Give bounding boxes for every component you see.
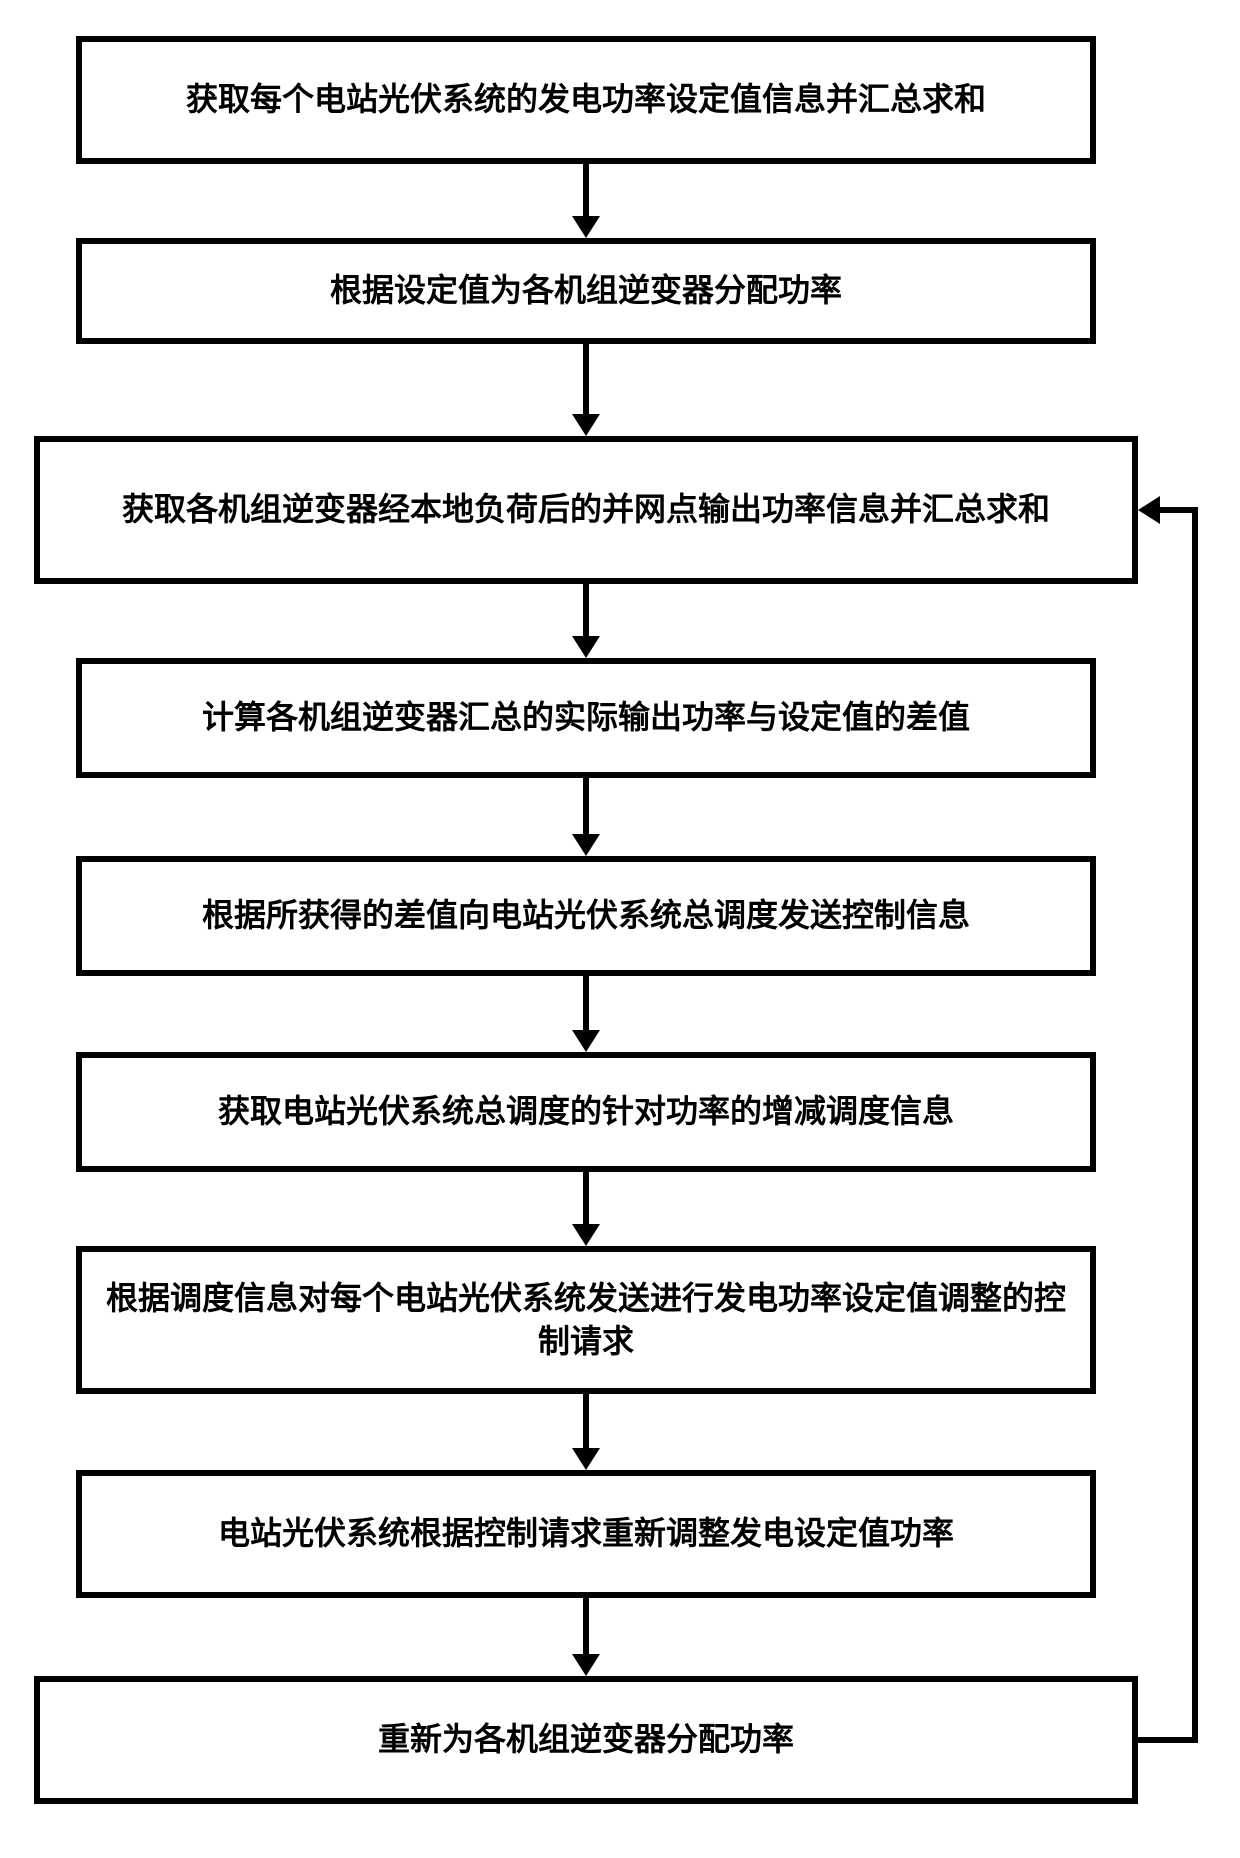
flow-node-n1: 获取每个电站光伏系统的发电功率设定值信息并汇总求和 <box>76 36 1096 164</box>
flow-node-n3: 获取各机组逆变器经本地负荷后的并网点输出功率信息并汇总求和 <box>34 436 1138 584</box>
flow-node-n2: 根据设定值为各机组逆变器分配功率 <box>76 238 1096 344</box>
feedback-head <box>1138 496 1160 524</box>
flow-node-label: 计算各机组逆变器汇总的实际输出功率与设定值的差值 <box>202 696 970 739</box>
flowchart-canvas: 获取每个电站光伏系统的发电功率设定值信息并汇总求和根据设定值为各机组逆变器分配功… <box>0 0 1240 1858</box>
arrow-line-n7-n8 <box>583 1394 589 1450</box>
flow-node-label: 根据所获得的差值向电站光伏系统总调度发送控制信息 <box>202 894 970 937</box>
arrow-line-n3-n4 <box>583 584 589 638</box>
arrow-head-n4-n5 <box>572 834 600 856</box>
arrow-head-n5-n6 <box>572 1030 600 1052</box>
arrow-line-n6-n7 <box>583 1172 589 1226</box>
arrow-head-n7-n8 <box>572 1448 600 1470</box>
flow-node-label: 获取电站光伏系统总调度的针对功率的增减调度信息 <box>218 1090 954 1133</box>
arrow-line-n2-n3 <box>583 344 589 416</box>
flow-node-label: 获取每个电站光伏系统的发电功率设定值信息并汇总求和 <box>186 78 986 121</box>
feedback-h1 <box>1138 1737 1198 1743</box>
arrow-head-n6-n7 <box>572 1224 600 1246</box>
flow-node-label: 获取各机组逆变器经本地负荷后的并网点输出功率信息并汇总求和 <box>122 488 1050 531</box>
flow-node-label: 根据调度信息对每个电站光伏系统发送进行发电功率设定值调整的控制请求 <box>106 1277 1066 1363</box>
arrow-head-n2-n3 <box>572 414 600 436</box>
flow-node-n8: 电站光伏系统根据控制请求重新调整发电设定值功率 <box>76 1470 1096 1598</box>
flow-node-n6: 获取电站光伏系统总调度的针对功率的增减调度信息 <box>76 1052 1096 1172</box>
flow-node-label: 电站光伏系统根据控制请求重新调整发电设定值功率 <box>218 1512 954 1555</box>
arrow-line-n1-n2 <box>583 164 589 218</box>
arrow-head-n8-n9 <box>572 1654 600 1676</box>
arrow-head-n3-n4 <box>572 636 600 658</box>
arrow-head-n1-n2 <box>572 216 600 238</box>
flow-node-label: 根据设定值为各机组逆变器分配功率 <box>330 269 842 312</box>
flow-node-n7: 根据调度信息对每个电站光伏系统发送进行发电功率设定值调整的控制请求 <box>76 1246 1096 1394</box>
feedback-v <box>1192 507 1198 1743</box>
arrow-line-n5-n6 <box>583 976 589 1032</box>
arrow-line-n8-n9 <box>583 1598 589 1656</box>
feedback-h2 <box>1158 507 1192 513</box>
flow-node-n4: 计算各机组逆变器汇总的实际输出功率与设定值的差值 <box>76 658 1096 778</box>
flow-node-label: 重新为各机组逆变器分配功率 <box>378 1718 794 1761</box>
flow-node-n9: 重新为各机组逆变器分配功率 <box>34 1676 1138 1804</box>
flow-node-n5: 根据所获得的差值向电站光伏系统总调度发送控制信息 <box>76 856 1096 976</box>
arrow-line-n4-n5 <box>583 778 589 836</box>
